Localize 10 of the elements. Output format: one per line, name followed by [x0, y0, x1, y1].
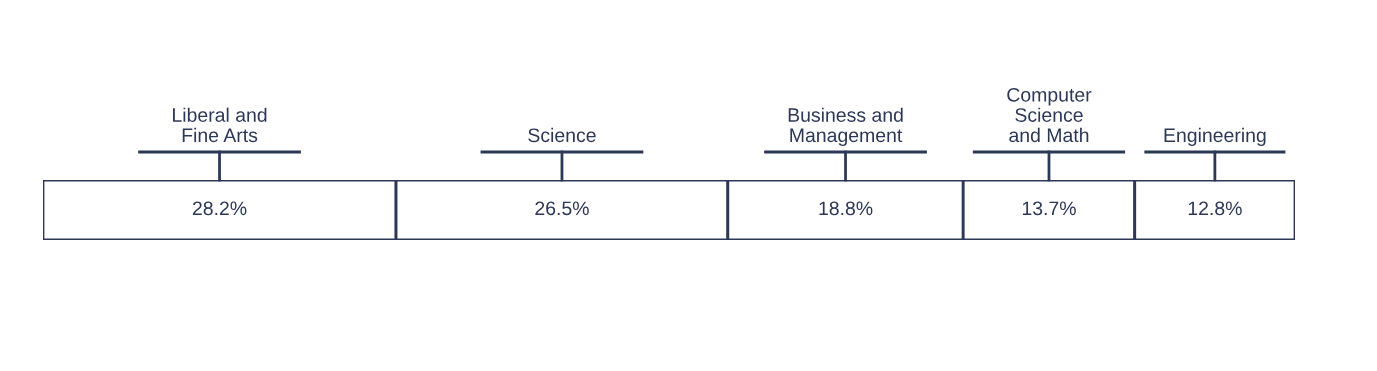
series-label: Science [528, 127, 596, 143]
series-label: Computer Science and Math [1007, 87, 1092, 143]
series-label: Business and Management [788, 107, 903, 146]
data-label: 13.7% [1022, 201, 1076, 216]
data-label: 12.8% [1188, 201, 1242, 216]
data-label: 26.5% [535, 201, 589, 216]
data-label: 18.8% [819, 201, 873, 216]
series-label: Engineering [1164, 127, 1266, 146]
data-label: 28.2% [192, 201, 247, 216]
series-label: Liberal and Fine Arts [173, 107, 267, 143]
